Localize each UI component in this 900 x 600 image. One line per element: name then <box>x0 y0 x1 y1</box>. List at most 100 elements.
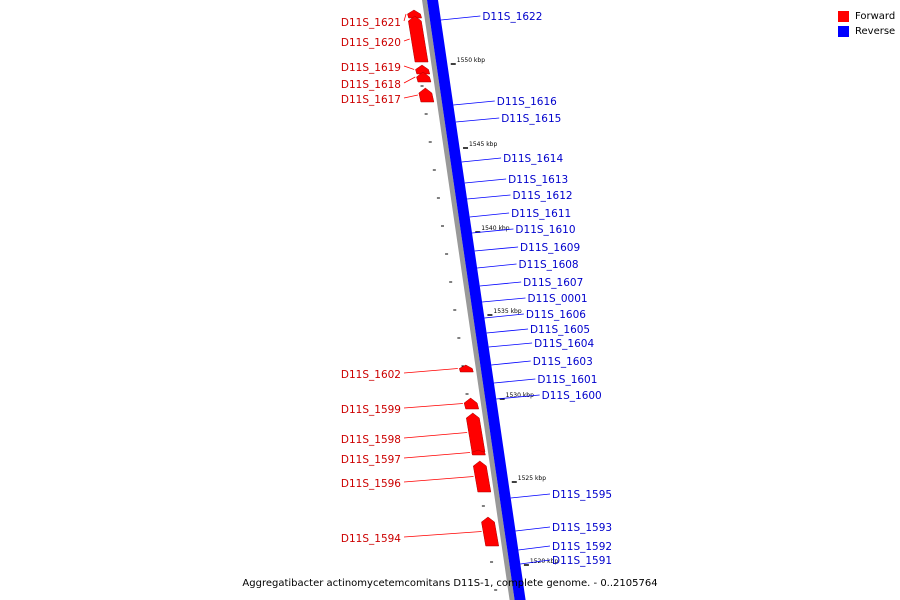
forward-gene-arrow <box>415 64 431 75</box>
scale-tick-label: 1550 kbp <box>457 57 485 64</box>
minor-ticks <box>412 29 498 591</box>
reverse-label-leader <box>474 246 519 252</box>
reverse-label-leader <box>479 281 522 287</box>
legend-forward: Forward <box>838 9 895 24</box>
reverse-label-leader <box>518 545 551 551</box>
forward-gene-arrow <box>471 449 486 456</box>
forward-gene-label: D11S_1618 <box>341 79 401 91</box>
scale-tick-label: 1530 kbp <box>506 392 534 399</box>
reverse-gene-label: D11S_1593 <box>552 522 612 534</box>
forward-label-leader <box>403 531 482 538</box>
reverse-gene-label: D11S_1610 <box>515 224 575 236</box>
forward-gene-arrow <box>416 71 432 83</box>
forward-gene-label: D11S_1596 <box>341 478 401 490</box>
forward-gene-arrow <box>466 412 486 453</box>
reverse-gene-label: D11S_1607 <box>523 277 583 289</box>
scale-tick-label: 1545 kbp <box>469 141 497 148</box>
scale-tick-label: 1535 kbp <box>493 308 521 315</box>
forward-label-leader <box>403 13 407 22</box>
scale-tick-label: 1520 kbp <box>530 558 558 565</box>
forward-gene-arrow <box>408 15 429 63</box>
forward-gene-label: D11S_1621 <box>341 17 401 29</box>
forward-swatch <box>838 11 849 22</box>
reverse-gene-label: D11S_1608 <box>519 259 579 271</box>
forward-label-leader <box>403 94 418 99</box>
forward-label-leader <box>403 452 471 459</box>
forward-features <box>407 9 500 547</box>
reverse-label-leader <box>461 157 502 163</box>
forward-gene-label: D11S_1602 <box>341 369 401 381</box>
forward-gene-arrow <box>418 87 435 103</box>
reverse-label-leader <box>486 328 529 334</box>
legend-forward-label: Forward <box>855 11 896 22</box>
reverse-gene-label: D11S_1604 <box>534 338 594 350</box>
scale-tick-label: 1525 kbp <box>518 475 546 482</box>
reverse-gene-label: D11S_1591 <box>552 555 612 567</box>
reverse-gene-label: D11S_1611 <box>511 208 571 220</box>
reverse-gene-label: D11S_1603 <box>533 356 593 368</box>
legend-reverse-label: Reverse <box>855 26 896 37</box>
reverse-gene-label: D11S_1609 <box>520 242 580 254</box>
reverse-gene-label: D11S_1601 <box>537 374 597 386</box>
reverse-gene-label: D11S_1606 <box>526 309 586 321</box>
reverse-gene-label: D11S_1612 <box>512 190 572 202</box>
reverse-gene-label: D11S_1600 <box>542 390 602 402</box>
forward-label-leader <box>403 76 416 84</box>
forward-gene-arrow <box>463 397 480 410</box>
reverse-label-leader <box>496 394 540 400</box>
forward-gene-arrow <box>407 9 422 19</box>
forward-label-leader <box>403 432 468 439</box>
legend-reverse: Reverse <box>838 24 895 39</box>
reverse-gene-label: D11S_1622 <box>482 11 542 23</box>
forward-gene-label: D11S_1619 <box>341 62 401 74</box>
reverse-gene-label: D11S_1613 <box>508 174 568 186</box>
scale-ticks: 1550 kbp 1545 kbp 1540 kbp 1535 kbp 1530 kbp… <box>450 57 558 566</box>
forward-gene-label: D11S_1620 <box>341 37 401 49</box>
reverse-label-leader <box>484 313 524 319</box>
forward-gene-label: D11S_1597 <box>341 454 401 466</box>
forward-label-leader <box>403 476 474 483</box>
reverse-gene-label: D11S_1615 <box>501 113 561 125</box>
reverse-gene-label: D11S_1595 <box>552 489 612 501</box>
forward-label-leader <box>403 38 410 42</box>
reverse-label-leader <box>455 117 500 123</box>
reverse-label-leader <box>477 263 517 269</box>
reverse-gene-label: D11S_1605 <box>530 324 590 336</box>
forward-label-leader <box>403 368 458 374</box>
forward-gene-label: D11S_1599 <box>341 404 401 416</box>
forward-gene-arrow <box>458 364 474 373</box>
forward-labels: D11S_1621 D11S_1620 D11S_1619 D11S_1618 D11S… <box>341 13 482 545</box>
reverse-gene-label: D11S_1614 <box>503 153 563 165</box>
reverse-label-leader <box>520 559 551 565</box>
forward-gene-label: D11S_1598 <box>341 434 401 446</box>
reverse-label-leader <box>453 100 495 106</box>
reverse-label-leader <box>515 526 551 532</box>
legend: Forward Reverse <box>838 9 895 39</box>
reverse-label-leader <box>464 178 507 184</box>
reverse-label-leader <box>488 342 533 348</box>
reverse-swatch <box>838 26 849 37</box>
reverse-labels: D11S_1622 D11S_1616 D11S_1615 D11S_1614 D11S… <box>440 11 612 567</box>
reverse-label-leader <box>482 297 526 303</box>
forward-label-leader <box>403 403 463 409</box>
reverse-gene-label: D11S_1616 <box>497 96 557 108</box>
forward-gene-label: D11S_1594 <box>341 533 401 545</box>
reverse-label-leader <box>493 378 536 384</box>
reverse-label-leader <box>510 493 551 499</box>
backbone <box>422 0 515 600</box>
reverse-label-leader <box>440 15 481 21</box>
reverse-label-leader <box>491 360 531 366</box>
forward-gene-arrow <box>481 516 500 547</box>
forward-gene-arrow <box>473 460 492 493</box>
reverse-label-leader <box>467 194 511 200</box>
reverse-gene-label: D11S_1592 <box>552 541 612 553</box>
scale-tick-label: 1540 kbp <box>481 225 509 232</box>
genome-caption: Aggregatibacter actinomycetemcomitans D1… <box>242 578 658 589</box>
reverse-label-leader <box>471 228 514 234</box>
reverse-track <box>427 0 526 600</box>
forward-gene-label: D11S_1617 <box>341 94 401 106</box>
reverse-gene-label: D11S_0001 <box>528 293 588 305</box>
reverse-label-leader <box>469 212 510 218</box>
forward-label-leader <box>403 65 415 70</box>
